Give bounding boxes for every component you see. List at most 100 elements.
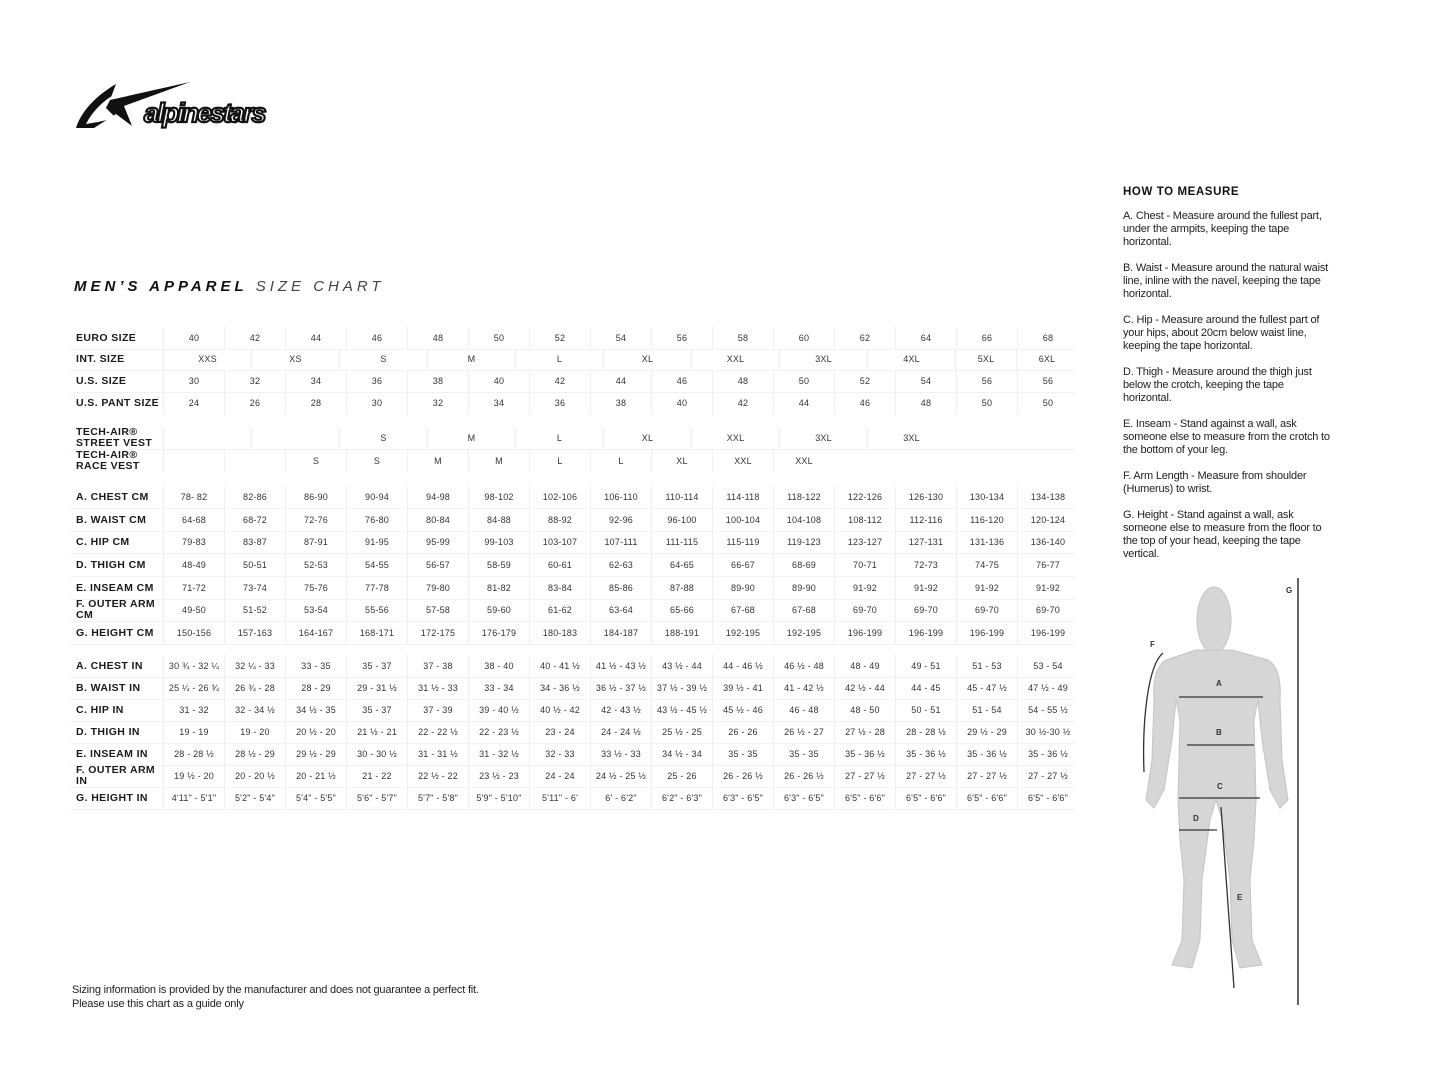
size-cell: 114-118	[712, 486, 773, 508]
size-cell: 118-122	[773, 486, 834, 508]
size-cell: 59-60	[468, 599, 529, 621]
size-cell: 33 - 35	[285, 655, 346, 677]
size-cell: 19 - 20	[224, 721, 285, 743]
label-d: D	[1193, 814, 1199, 823]
size-cell: L	[515, 427, 603, 449]
size-cell: 23 ½ - 23	[468, 765, 529, 787]
size-cell: 46 - 48	[773, 699, 834, 721]
size-cell: 4'11" - 5'1"	[163, 787, 224, 809]
size-cell: 184-187	[590, 622, 651, 644]
size-cell: 31 ½ - 33	[407, 677, 468, 699]
size-cell: 39 ½ - 41	[712, 677, 773, 699]
size-cell: S	[339, 348, 427, 370]
size-cell: 19 - 19	[163, 721, 224, 743]
size-cell	[251, 427, 339, 449]
size-cell: 36 ½ - 37 ½	[590, 677, 651, 699]
size-cell: 27 ½ - 28	[834, 721, 895, 743]
size-cell: 95-99	[407, 531, 468, 553]
size-cell: 68-72	[224, 509, 285, 531]
row-cm-3: D. THIGH CM 48-49 50-51 52-53 54-55 56-57 58-5…	[70, 554, 1075, 577]
size-cell: 130-134	[956, 486, 1017, 508]
size-cell: 44	[773, 392, 834, 414]
size-cell: 94-98	[407, 486, 468, 508]
size-cell: XXL	[691, 348, 779, 370]
size-cell: 65-66	[651, 599, 712, 621]
size-cell: 28 - 29	[285, 677, 346, 699]
row-cm-5: F. OUTER ARM CM 49-50 51-52 53-54 55-56 57-58…	[70, 599, 1075, 622]
size-cell: 127-131	[895, 531, 956, 553]
size-cell: 3XL	[779, 348, 867, 370]
inseam-line	[1220, 806, 1235, 989]
size-cell: 188-191	[651, 622, 712, 644]
size-cell: 5'9" - 5'10"	[468, 787, 529, 809]
size-cell: 31 - 31 ½	[407, 743, 468, 765]
row-label: B. WAIST CM	[76, 513, 147, 526]
size-cell: 31 - 32 ½	[468, 743, 529, 765]
size-cell: 30	[163, 370, 224, 392]
size-cell: 62	[834, 327, 895, 349]
size-cell: 51-52	[224, 599, 285, 621]
size-cell: XXS	[163, 348, 251, 370]
row-label: F. OUTER ARM IN	[76, 764, 156, 787]
measure-height: G. Height - Stand against a wall, ask so…	[1123, 509, 1322, 560]
measure-thigh: D. Thigh - Measure around the thigh just…	[1123, 366, 1312, 404]
size-cell: 69-70	[956, 599, 1017, 621]
row-label: G. HEIGHT CM	[76, 626, 154, 639]
size-cell: 35 - 37	[346, 655, 407, 677]
row-label: D. THIGH IN	[76, 725, 140, 738]
size-cell: 72-73	[895, 554, 956, 576]
size-cell: L	[515, 348, 603, 370]
size-cell: 56	[651, 327, 712, 349]
size-cell: 44	[285, 327, 346, 349]
size-cell: 73-74	[224, 577, 285, 599]
size-cell: 42	[529, 370, 590, 392]
size-cell: 48 - 50	[834, 699, 895, 721]
size-cell: 79-83	[163, 531, 224, 553]
size-cell: 34 ½ - 34	[651, 743, 712, 765]
size-cell: 6'3" - 6'5"	[773, 787, 834, 809]
size-cell: 83-87	[224, 531, 285, 553]
size-cell: 54-55	[346, 554, 407, 576]
size-cell: 57-58	[407, 599, 468, 621]
row-euro-size: EURO SIZE 40 42 44 46 48 50 52 54 56 58 60 62 64 66 68	[70, 327, 1075, 350]
size-cell: 58	[712, 327, 773, 349]
size-cell: 29 - 31 ½	[346, 677, 407, 699]
size-cell: 126-130	[895, 486, 956, 508]
size-cell: XL	[603, 427, 691, 449]
size-cell: 107-111	[590, 531, 651, 553]
size-cell: 50	[468, 327, 529, 349]
size-cell: 5'7" - 5'8"	[407, 787, 468, 809]
size-cell: 19 ½ - 20	[163, 765, 224, 787]
size-cell: XXL	[712, 450, 773, 472]
size-cell: 196-199	[895, 622, 956, 644]
size-cell: 26	[224, 392, 285, 414]
size-cell: 38 - 40	[468, 655, 529, 677]
size-cell: 43 ½ - 45 ½	[651, 699, 712, 721]
size-cell: 67-68	[712, 599, 773, 621]
size-cell: 50	[956, 392, 1017, 414]
size-cell: 32	[407, 392, 468, 414]
row-cm-4: E. INSEAM CM 71-72 73-74 75-76 77-78 79-80 81-…	[70, 577, 1075, 600]
size-cell: 106-110	[590, 486, 651, 508]
size-cell: 50-51	[224, 554, 285, 576]
row-in-6: G. HEIGHT IN 4'11" - 5'1" 5'2" - 5'4" 5'4" …	[70, 787, 1075, 810]
size-cell: 157-163	[224, 622, 285, 644]
size-cell: 96-100	[651, 509, 712, 531]
size-cell: 4XL	[867, 348, 955, 370]
size-cell: 35 - 35	[773, 743, 834, 765]
size-cell: 24 - 24	[529, 765, 590, 787]
title-bold: MEN’S APPAREL	[74, 278, 248, 295]
size-cell: 99-103	[468, 531, 529, 553]
size-cell: 196-199	[956, 622, 1017, 644]
size-cell: 172-175	[407, 622, 468, 644]
size-cell: 48	[895, 392, 956, 414]
row-label: TECH-AIR® STREET VEST	[76, 426, 153, 449]
row-cm-0: A. CHEST CM 78- 82 82-86 86-90 90-94 94-98 98-…	[70, 486, 1075, 509]
size-cell: 54	[590, 327, 651, 349]
size-cell: 74-75	[956, 554, 1017, 576]
size-cell: 92-96	[590, 509, 651, 531]
row-cm-1: B. WAIST CM 64-68 68-72 72-76 76-80 80-84 84-8…	[70, 509, 1075, 532]
size-cell: 91-92	[1017, 577, 1078, 599]
size-cell: 51 - 54	[956, 699, 1017, 721]
size-cell: 30 ¾ - 32 ¼	[163, 655, 224, 677]
